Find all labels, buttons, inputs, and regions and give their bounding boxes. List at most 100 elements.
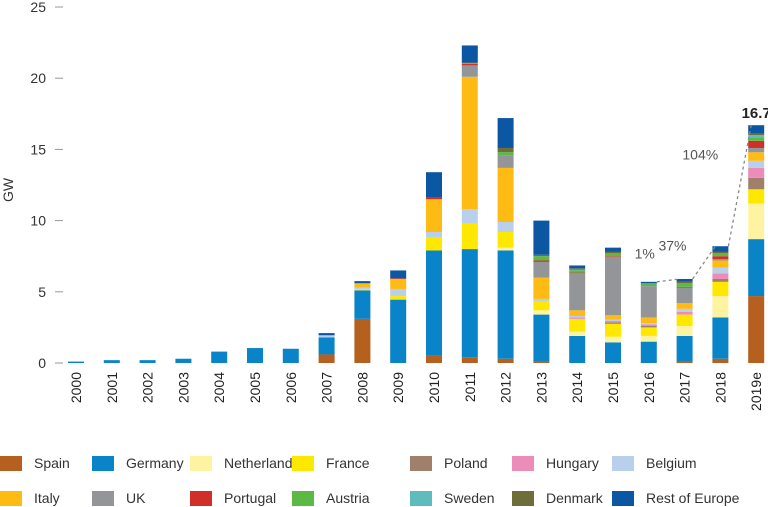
- legend-item: Poland: [410, 455, 488, 471]
- bar-segment-italy: [605, 315, 621, 320]
- bar-segment-france: [497, 231, 514, 248]
- bar-segment-uk: [712, 259, 729, 261]
- bar-segment-netherlands: [497, 247, 514, 251]
- y-axis-label: GW: [0, 177, 16, 202]
- bar-segment-germany: [390, 299, 407, 363]
- bar-segment-germany: [533, 314, 550, 362]
- bar-segment-sweden: [748, 135, 765, 139]
- bar-segment-italy: [318, 335, 335, 336]
- legend-swatch: [612, 455, 634, 471]
- bar-segment-rest-of-europe: [318, 333, 335, 336]
- bar-segment-uk: [640, 286, 657, 318]
- legend-item: Italy: [0, 490, 60, 506]
- x-tick-label: 2006: [283, 372, 299, 403]
- legend-swatch: [292, 490, 314, 506]
- bar-segment-hungary: [676, 311, 693, 315]
- bar-segment-germany: [640, 341, 657, 363]
- bar-segment-portugal: [426, 197, 442, 200]
- bar-segment-portugal: [390, 278, 407, 279]
- y-tick-label: 0: [38, 355, 46, 371]
- bar-segment-austria: [569, 270, 586, 273]
- growth-connector: [656, 278, 680, 283]
- x-tick-label: 2004: [211, 372, 227, 403]
- chart-svg: GW 0 5 10 15 20 25 2000 2001 2002 2003 2004 2005 200…: [0, 0, 768, 411]
- bar-segment-italy: [533, 277, 550, 299]
- bar-segment-uk: [605, 256, 621, 316]
- bar-segment-portugal: [748, 140, 765, 148]
- bar-segment-france: [461, 223, 478, 250]
- legend-item: Portugal: [190, 490, 276, 506]
- bar-segment-portugal: [712, 256, 729, 260]
- bar-segment-uk: [569, 273, 586, 311]
- bar-segment-italy: [569, 310, 586, 317]
- bar-segment-spain: [426, 355, 442, 363]
- x-tick-label: 2017: [677, 372, 693, 403]
- bar-segment-france: [640, 327, 657, 336]
- x-tick-label: 2008: [354, 372, 370, 403]
- bar-segment-hungary: [605, 320, 621, 323]
- bar-segment-germany: [318, 337, 335, 355]
- legend-label: Austria: [326, 490, 370, 506]
- x-tick-label: 2010: [426, 372, 442, 403]
- bar-segment-austria: [461, 63, 478, 64]
- bar-segment-spain: [533, 361, 550, 363]
- bar-segment-rest-of-europe: [569, 265, 586, 269]
- bar-segment-germany: [497, 250, 514, 359]
- legend-swatch: [292, 455, 314, 471]
- bar-segment-germany: [282, 348, 299, 363]
- bar-segment-netherlands: [605, 336, 621, 343]
- bar-segment-belgium: [605, 319, 621, 321]
- bar-segment-rest-of-europe: [533, 220, 550, 255]
- bar-segment-portugal: [676, 286, 693, 288]
- bar-segment-belgium: [569, 316, 586, 318]
- bar-segment-germany: [247, 348, 263, 363]
- bar-segment-belgium: [640, 323, 657, 325]
- bar-segment-germany: [68, 361, 84, 363]
- bar-segment-austria: [640, 283, 657, 287]
- bar-segment-hungary: [712, 273, 729, 279]
- bar-segment-denmark: [712, 251, 729, 254]
- legend-label: Spain: [34, 455, 70, 471]
- bar-segment-france: [605, 323, 621, 337]
- bar-segment-poland: [748, 177, 765, 190]
- bar-segment-uk: [533, 261, 550, 278]
- legend-swatch: [612, 490, 634, 506]
- legend-swatch: [92, 455, 114, 471]
- bar-segment-hungary: [640, 324, 657, 326]
- bar-segment-france: [569, 318, 586, 332]
- legend-label: Portugal: [224, 490, 277, 506]
- bar-segment-spain: [748, 296, 765, 363]
- bar-segment-uk: [497, 155, 514, 168]
- bar-segment-belgium: [676, 308, 693, 312]
- bar-segment-spain: [354, 318, 371, 363]
- legend-item: Rest of Europe: [612, 490, 739, 506]
- legend-item: France: [292, 455, 370, 471]
- legend-label: Rest of Europe: [646, 490, 740, 506]
- bar-segment-austria: [533, 256, 550, 261]
- bar-segment-belgium: [748, 160, 765, 168]
- legend-label: Sweden: [444, 490, 495, 506]
- bar-segment-portugal: [533, 260, 550, 262]
- legend-swatch: [0, 490, 22, 506]
- legend-label: Belgium: [646, 455, 697, 471]
- bar-segment-rest-of-europe: [426, 172, 442, 198]
- bar-segment-netherlands: [640, 335, 657, 342]
- legend-label: France: [326, 455, 370, 471]
- bar-segment-germany: [211, 351, 228, 363]
- bar-segment-italy: [426, 199, 442, 232]
- bar-segment-denmark: [605, 251, 621, 254]
- bar-segment-germany: [461, 249, 478, 358]
- bar-segment-hungary: [748, 167, 765, 178]
- x-tick-label: 2019e: [748, 372, 764, 411]
- legend-label: Hungary: [546, 455, 599, 471]
- growth-label: 37%: [658, 238, 686, 254]
- bar-segment-poland: [712, 278, 729, 282]
- bar-segment-italy: [748, 152, 765, 161]
- bar-segment-rest-of-europe: [605, 247, 621, 252]
- bar-segment-belgium: [426, 231, 442, 238]
- x-tick-label: 2001: [104, 372, 120, 403]
- x-tick-label: 2007: [319, 372, 335, 403]
- bar-segment-italy: [354, 283, 371, 288]
- bar-segment-germany: [676, 335, 693, 362]
